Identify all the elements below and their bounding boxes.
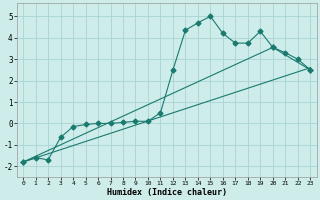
X-axis label: Humidex (Indice chaleur): Humidex (Indice chaleur) [107,188,227,197]
